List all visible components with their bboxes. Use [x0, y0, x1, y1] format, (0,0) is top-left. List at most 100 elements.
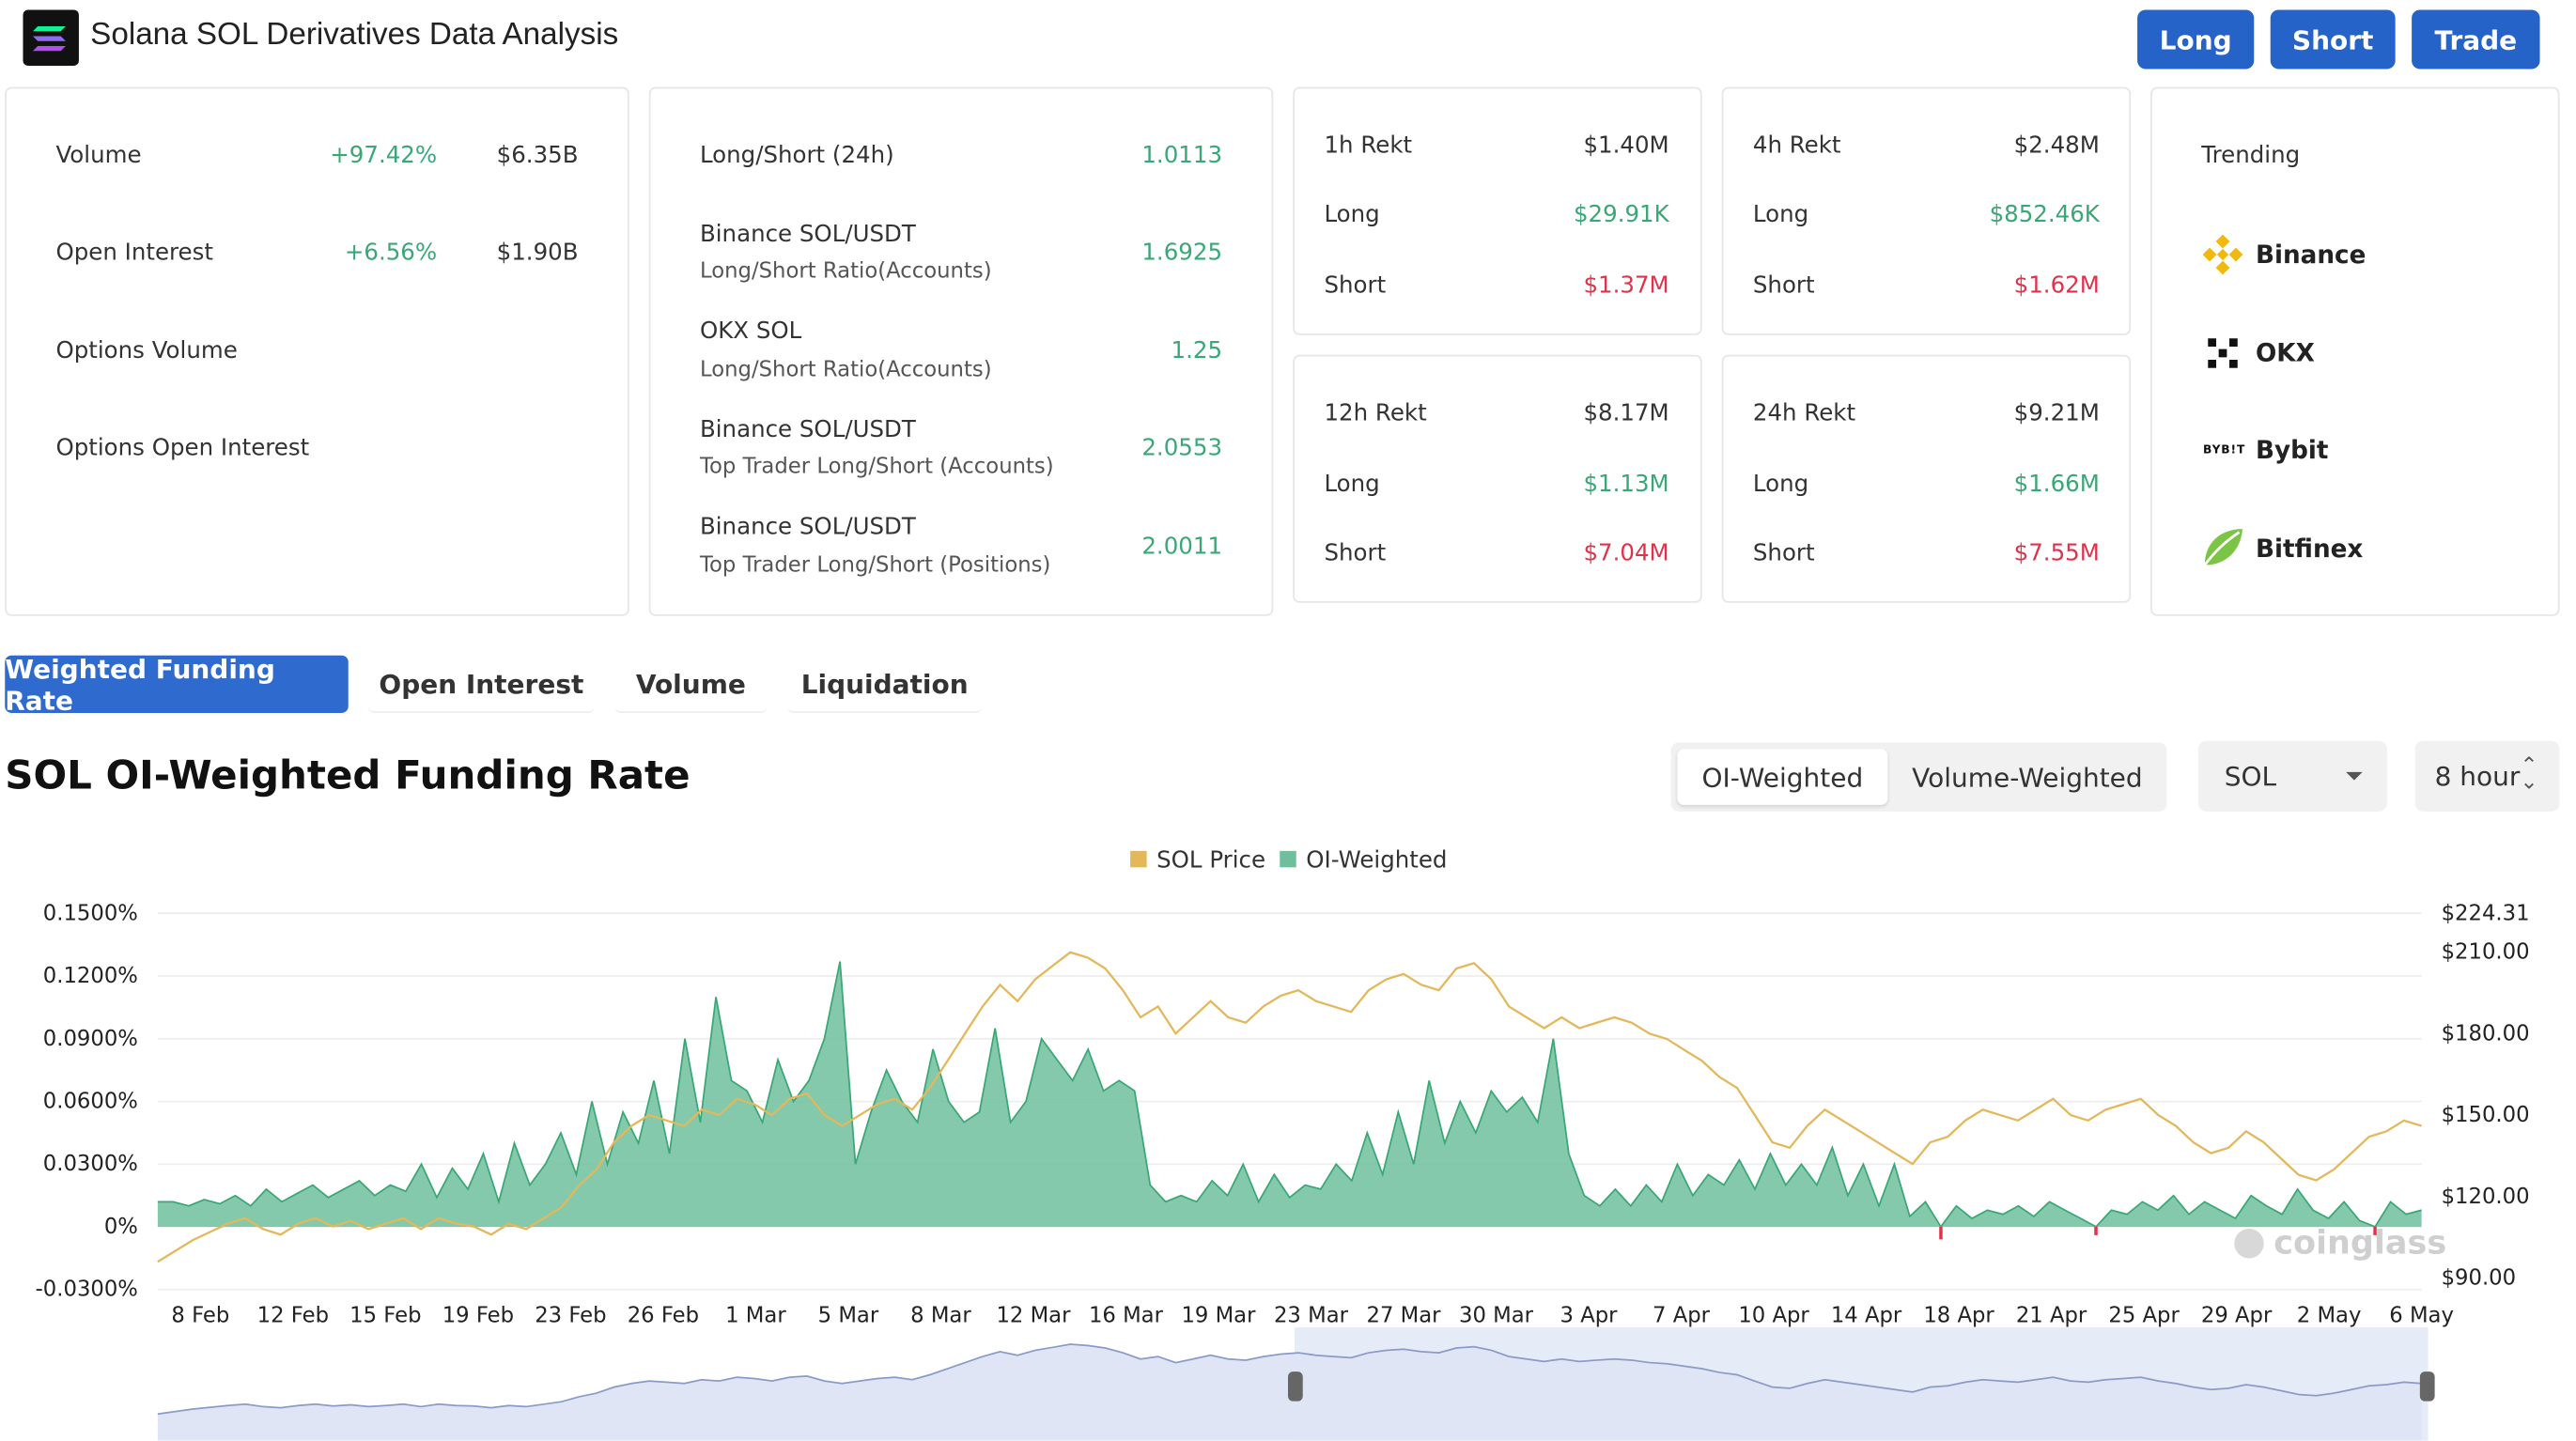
rekt-title: 1h Rekt [1324, 132, 1413, 160]
y-left-tick: 0.0600% [43, 1090, 138, 1114]
x-tick: 19 Mar [1181, 1304, 1256, 1328]
x-tick: 30 Mar [1459, 1304, 1534, 1328]
x-tick: 6 May [2389, 1304, 2454, 1328]
open-interest-change: +6.56% [344, 240, 438, 267]
y-right-tick: $224.31 [2442, 901, 2530, 925]
rekt-short-label: Short [1752, 540, 1815, 567]
watermark-text: coinglass [2273, 1222, 2447, 1263]
coinglass-logo-icon [2234, 1229, 2264, 1259]
x-tick: 26 Feb [628, 1304, 699, 1328]
legend-sol-price[interactable]: SOL Price [1156, 847, 1266, 875]
tab-open-interest[interactable]: Open Interest [367, 656, 596, 713]
rekt-long-value: $29.91K [1573, 202, 1669, 229]
oi-weighted-toggle[interactable]: OI-Weighted [1677, 749, 1888, 805]
summary-card [5, 86, 629, 616]
tab-liquidation[interactable]: Liquidation [786, 656, 983, 713]
volume-weighted-toggle[interactable]: Volume-Weighted [1912, 761, 2143, 793]
bybit-icon: BYB!T [2203, 443, 2246, 457]
x-tick: 18 Apr [1923, 1304, 1994, 1328]
ratio-sublabel: Top Trader Long/Short (Accounts) [699, 455, 1054, 480]
rekt-short-value: $7.04M [1583, 540, 1669, 567]
x-tick: 12 Feb [257, 1304, 329, 1328]
y-left-tick: 0.1500% [43, 901, 138, 925]
oi-weighted-line [157, 961, 2422, 1229]
rekt-short-value: $1.62M [2013, 272, 2100, 300]
coin-select-value: SOL [2224, 760, 2277, 792]
rekt-total: $8.17M [1583, 400, 1669, 427]
legend-oi-weighted[interactable]: OI-Weighted [1306, 847, 1448, 875]
bitfinex-icon [2200, 524, 2246, 570]
tab-volume[interactable]: Volume [614, 656, 768, 713]
x-tick: 19 Feb [442, 1304, 514, 1328]
x-tick: 7 Apr [1653, 1304, 1711, 1328]
x-tick: 25 Apr [2108, 1304, 2180, 1328]
rekt-short-value: $1.37M [1583, 272, 1669, 300]
x-tick: 23 Mar [1274, 1304, 1349, 1328]
x-tick: 5 Mar [818, 1304, 879, 1328]
x-tick: 1 Mar [725, 1304, 786, 1328]
options-volume-label: Options Volume [55, 338, 238, 365]
rekt-short-value: $7.55M [2013, 540, 2100, 567]
short-button[interactable]: Short [2270, 9, 2396, 70]
tab-weighted-funding-rate[interactable]: Weighted Funding Rate [5, 653, 349, 716]
trending-item-binance[interactable]: Binance [2255, 240, 2367, 270]
solana-logo-icon [23, 9, 79, 66]
volume-value: $6.35B [496, 143, 579, 170]
long-button[interactable]: Long [2137, 9, 2255, 70]
trending-card [2150, 86, 2560, 616]
x-tick: 10 Apr [1738, 1304, 1809, 1328]
options-open-interest-label: Options Open Interest [55, 435, 310, 462]
rekt-long-label: Long [1752, 471, 1809, 498]
trending-item-bitfinex[interactable]: Bitfinex [2255, 534, 2364, 564]
ratio-value: 1.25 [1171, 338, 1223, 365]
rekt-long-label: Long [1324, 471, 1380, 498]
ratio-label: OKX SOL [699, 318, 802, 346]
open-interest-label: Open Interest [55, 240, 213, 267]
ratio-label: Long/Short (24h) [699, 143, 894, 170]
volume-change: +97.42% [330, 143, 438, 170]
trending-item-bybit[interactable]: Bybit [2255, 435, 2329, 465]
volume-label: Volume [55, 143, 142, 170]
interval-select-value: 8 hour [2434, 760, 2521, 792]
rekt-title: 4h Rekt [1752, 132, 1841, 160]
x-tick: 21 Apr [2016, 1304, 2087, 1328]
ratio-sublabel: Long/Short Ratio(Accounts) [699, 259, 992, 285]
x-tick: 23 Feb [535, 1304, 606, 1328]
trending-title: Trending [2201, 143, 2301, 170]
y-left-tick: 0.0900% [43, 1027, 138, 1051]
coinglass-watermark: coinglass [2234, 1222, 2446, 1262]
rekt-total: $2.48M [2013, 132, 2100, 160]
navigator-left-handle[interactable] [1287, 1371, 1303, 1402]
open-interest-value: $1.90B [496, 240, 579, 267]
rekt-long-value: $1.66M [2013, 471, 2100, 498]
rekt-long-label: Long [1752, 202, 1809, 229]
chart-title: SOL OI-Weighted Funding Rate [5, 751, 691, 798]
ratios-card [648, 86, 1274, 616]
trade-button[interactable]: Trade [2412, 9, 2540, 70]
ratio-value: 2.0011 [1141, 534, 1223, 561]
range-navigator[interactable] [0, 1326, 2576, 1441]
sol-price-line [157, 951, 2422, 1263]
rekt-short-label: Short [1752, 272, 1815, 300]
navigator-right-handle[interactable] [2419, 1371, 2435, 1402]
rekt-total: $1.40M [1583, 132, 1669, 160]
x-tick: 14 Apr [1831, 1304, 1902, 1328]
legend-swatch-oi-weighted [1280, 850, 1296, 868]
y-left-tick: 0.0300% [43, 1152, 138, 1176]
rekt-card-1h [1293, 86, 1702, 335]
x-tick: 2 May [2297, 1304, 2362, 1328]
y-right-tick: $210.00 [2442, 940, 2530, 965]
funding-rate-chart[interactable]: 0.1500% 0.1200% 0.0900% 0.0600% 0.0300% 0% -0.… [0, 887, 2576, 1330]
oi-weighted-area [157, 961, 2422, 1228]
ratio-value: 1.0113 [1141, 143, 1223, 170]
rekt-short-label: Short [1324, 272, 1387, 300]
x-tick: 8 Feb [171, 1304, 229, 1328]
trending-item-okx[interactable]: OKX [2255, 338, 2315, 368]
ratio-label: Binance SOL/USDT [699, 417, 916, 444]
x-tick: 27 Mar [1366, 1304, 1441, 1328]
rekt-card-4h [1721, 86, 2132, 335]
coin-select[interactable]: SOL [2197, 740, 2387, 812]
ratio-label: Binance SOL/USDT [699, 514, 916, 541]
x-tick: 3 Apr [1560, 1304, 1619, 1328]
interval-select[interactable]: 8 hour ⌃ ⌄ [2414, 740, 2560, 812]
